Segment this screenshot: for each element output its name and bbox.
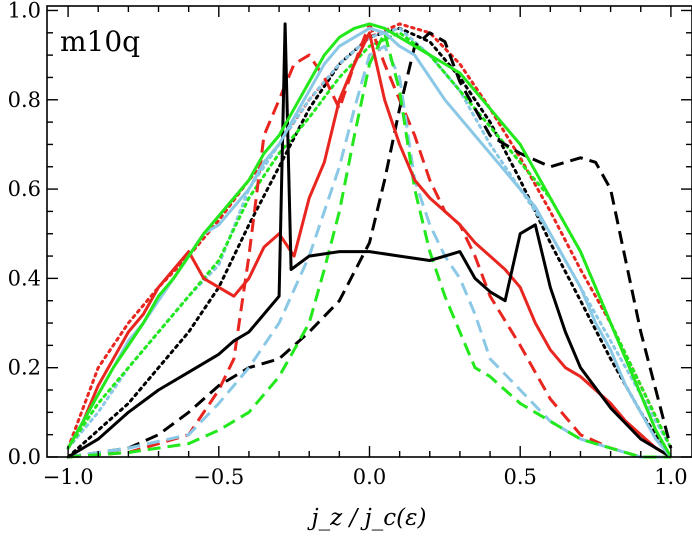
series-line-red-dashed bbox=[67, 22, 671, 459]
series-line-green-dotted bbox=[66, 31, 673, 450]
x-tick-label: 0.0 bbox=[353, 465, 386, 489]
x-tick-labels: −1.0 −0.5 0.0 0.5 1.0 bbox=[43, 465, 688, 489]
y-tick-label: 0.0 bbox=[8, 445, 41, 469]
series-line-black-dashed bbox=[67, 31, 673, 459]
series-layer bbox=[66, 22, 673, 459]
y-tick-label: 1.0 bbox=[8, 0, 41, 22]
series-line-black-solid bbox=[67, 22, 672, 459]
series-line-green-dashed bbox=[67, 31, 671, 459]
x-tick-label: 1.0 bbox=[654, 465, 687, 489]
x-tick-label: −0.5 bbox=[193, 465, 244, 489]
x-tick-label: 0.5 bbox=[503, 465, 536, 489]
y-tick-labels: 0.0 0.2 0.4 0.6 0.8 1.0 bbox=[8, 0, 41, 469]
x-tick-label: −1.0 bbox=[43, 465, 94, 489]
ticks-layer bbox=[47, 6, 692, 458]
panel-label: m10q bbox=[60, 25, 140, 58]
series-line-green-solid bbox=[66, 22, 673, 458]
plot-frame bbox=[46, 5, 692, 458]
series-line-red-solid bbox=[66, 31, 672, 459]
x-axis-title: j_z / j_c(ε) bbox=[307, 505, 427, 531]
y-tick-label: 0.2 bbox=[8, 356, 41, 380]
y-tick-label: 0.6 bbox=[8, 177, 41, 201]
y-tick-label: 0.8 bbox=[8, 88, 41, 112]
y-tick-label: 0.4 bbox=[8, 266, 41, 290]
series-line-lightblue-dashed bbox=[67, 44, 671, 459]
series-line-black-dotted bbox=[66, 26, 673, 459]
